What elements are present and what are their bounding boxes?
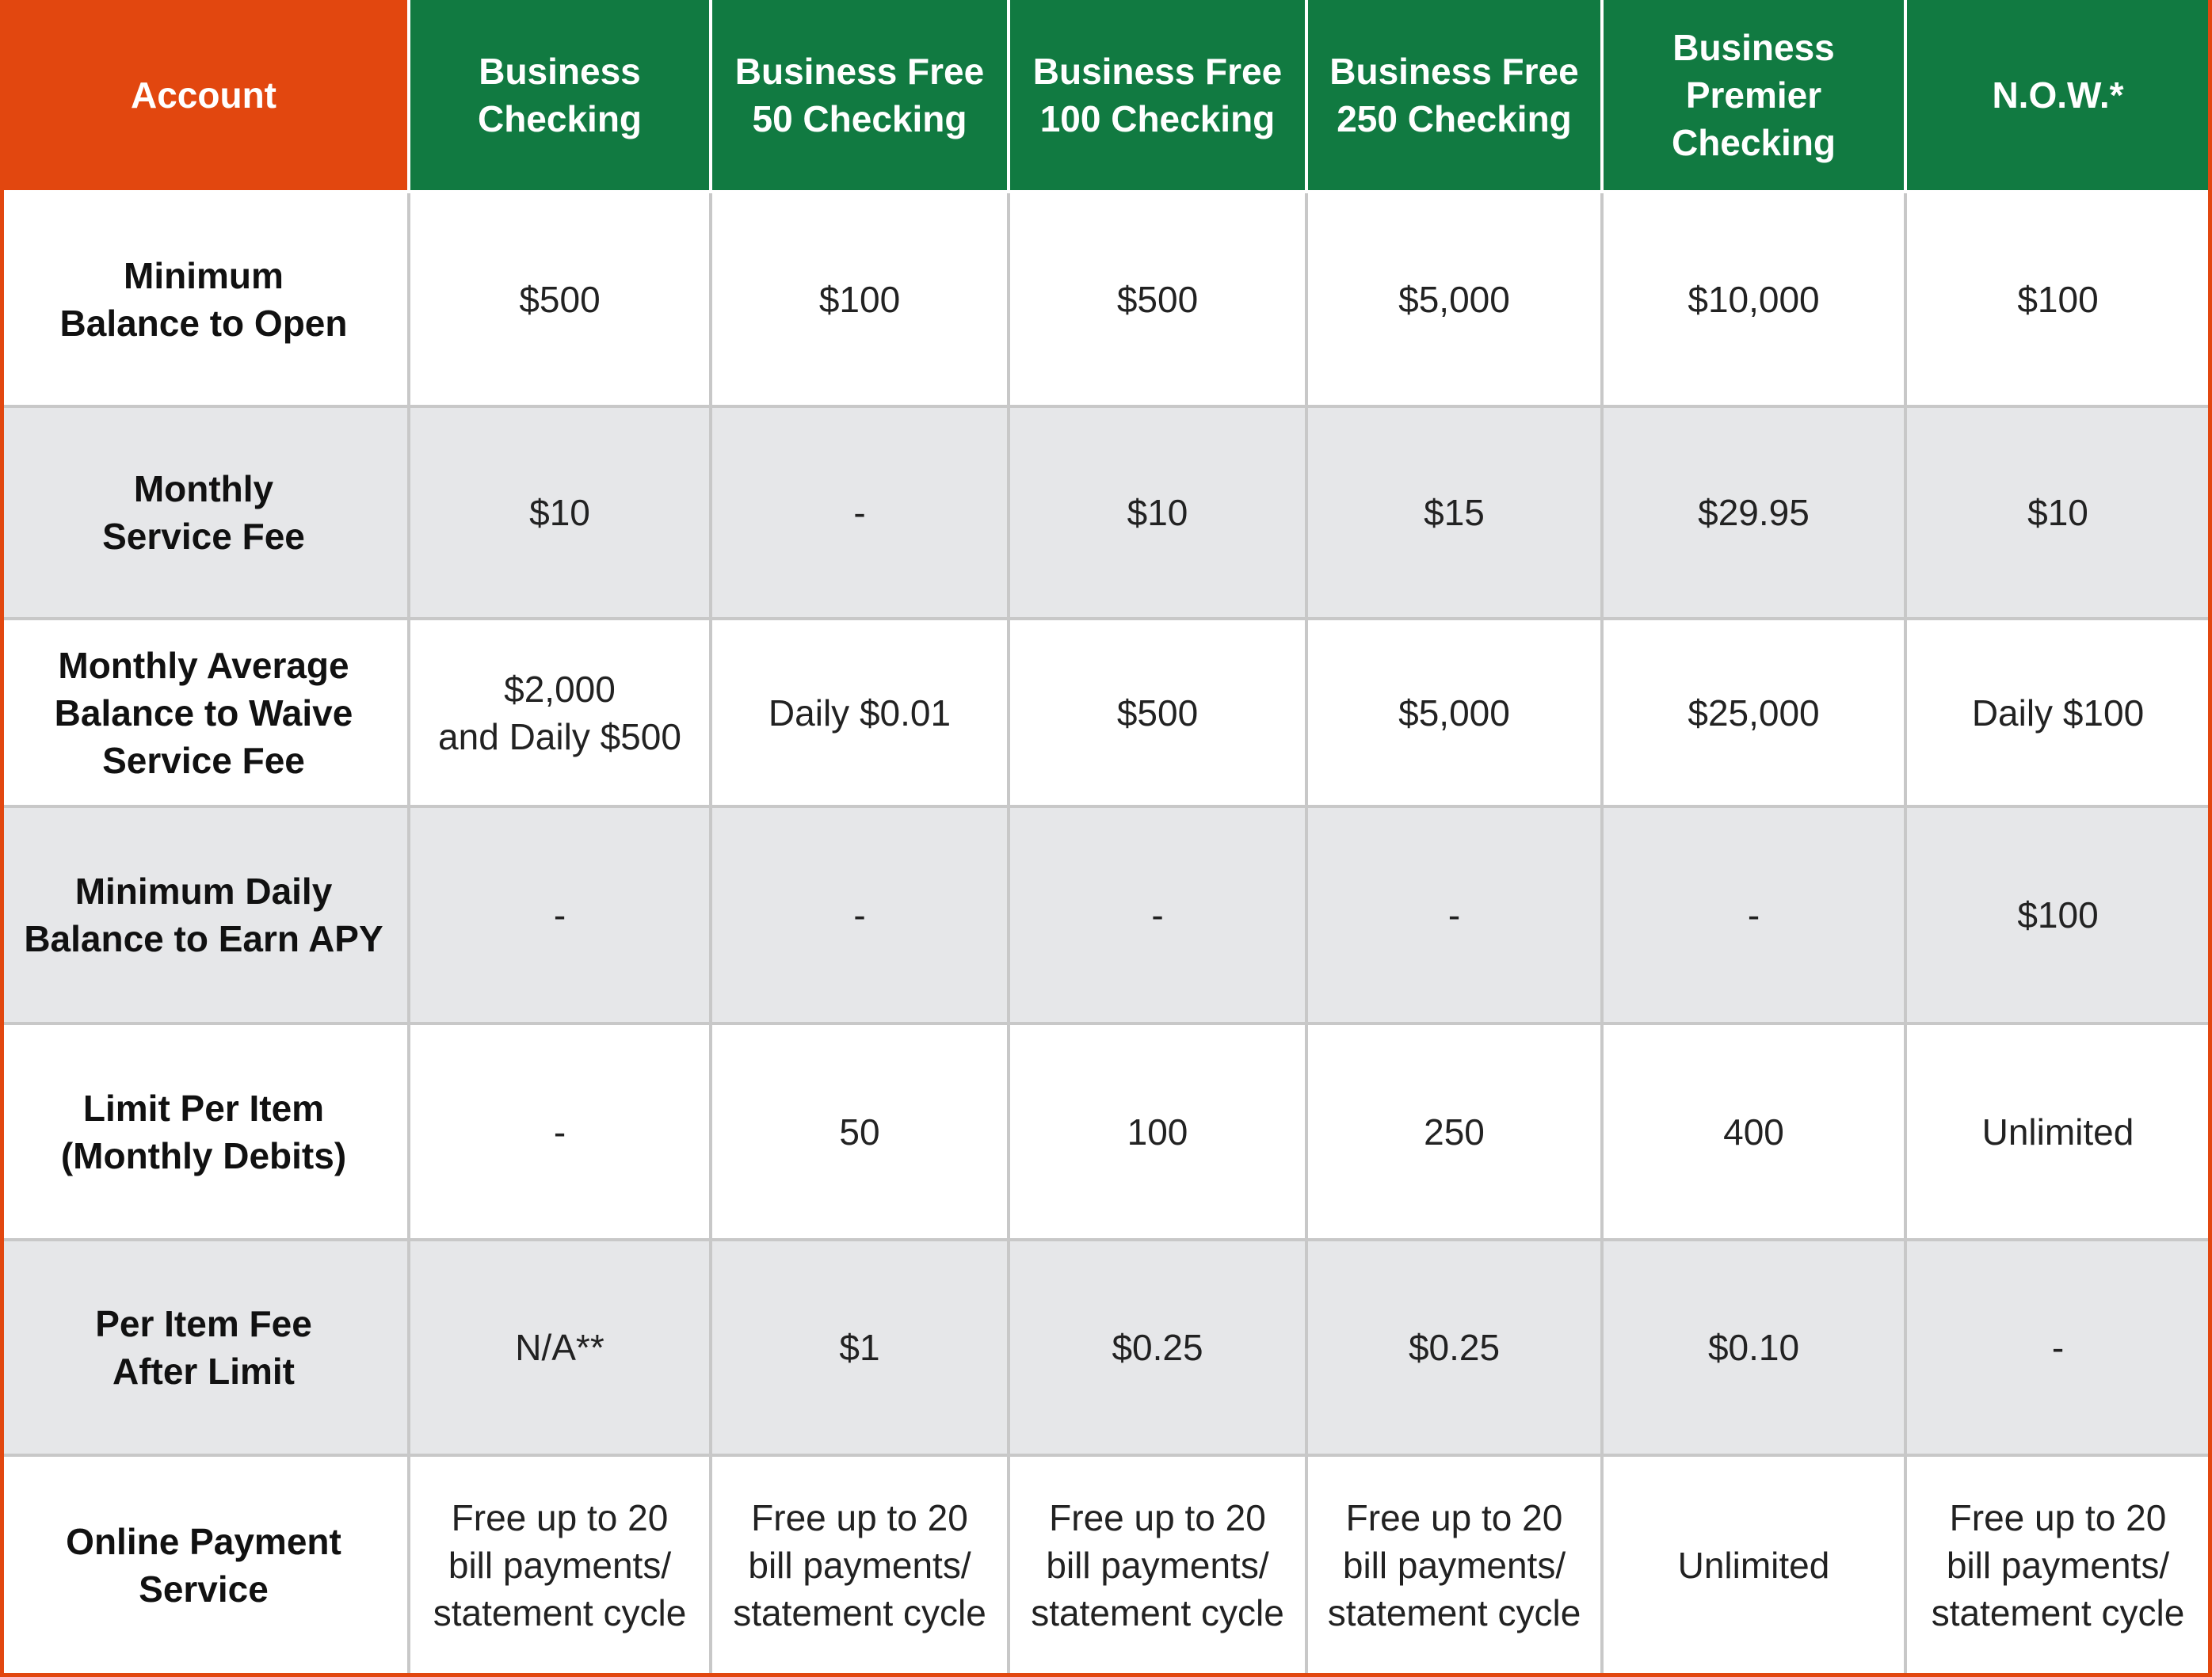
table-cell: $100 (1907, 808, 2212, 1025)
table-cell: $5,000 (1308, 620, 1604, 808)
table-cell: $10 (1010, 408, 1308, 620)
table-cell: $100 (1907, 193, 2212, 408)
table-cell: $5,000 (1308, 193, 1604, 408)
table-cell: - (1604, 808, 1907, 1025)
table-cell: Unlimited (1604, 1457, 1907, 1677)
table-cell: $100 (712, 193, 1010, 408)
table-cell: Daily $100 (1907, 620, 2212, 808)
table-cell: Free up to 20 bill payments/ statement c… (712, 1457, 1010, 1677)
table-cell: $0.10 (1604, 1241, 1907, 1457)
table-cell: $10,000 (1604, 193, 1907, 408)
row-label: Per Item Fee After Limit (0, 1241, 410, 1457)
table-cell: - (410, 808, 712, 1025)
header-cell: Account (0, 0, 410, 193)
table-cell: - (1308, 808, 1604, 1025)
row-label: Minimum Daily Balance to Earn APY (0, 808, 410, 1025)
row-label: Limit Per Item (Monthly Debits) (0, 1025, 410, 1241)
row-label: Monthly Service Fee (0, 408, 410, 620)
table-cell: Daily $0.01 (712, 620, 1010, 808)
table-cell: $15 (1308, 408, 1604, 620)
table-cell: $25,000 (1604, 620, 1907, 808)
row-label: Monthly Average Balance to Waive Service… (0, 620, 410, 808)
table-cell: Free up to 20 bill payments/ statement c… (1308, 1457, 1604, 1677)
header-cell: N.O.W.* (1907, 0, 2212, 193)
table-cell: $10 (410, 408, 712, 620)
table-cell: $2,000 and Daily $500 (410, 620, 712, 808)
table-cell: - (1907, 1241, 2212, 1457)
row-label: Minimum Balance to Open (0, 193, 410, 408)
header-cell: Business Free 250 Checking (1308, 0, 1604, 193)
table-cell: - (1010, 808, 1308, 1025)
table-cell: 100 (1010, 1025, 1308, 1241)
table-cell: - (712, 808, 1010, 1025)
table-cell: $500 (410, 193, 712, 408)
row-label: Online Payment Service (0, 1457, 410, 1677)
header-cell: Business Checking (410, 0, 712, 193)
table-cell: 250 (1308, 1025, 1604, 1241)
table-cell: $0.25 (1308, 1241, 1604, 1457)
table-cell: - (410, 1025, 712, 1241)
table-cell: $10 (1907, 408, 2212, 620)
table-cell: N/A** (410, 1241, 712, 1457)
table-cell: $0.25 (1010, 1241, 1308, 1457)
table-cell: Free up to 20 bill payments/ statement c… (1010, 1457, 1308, 1677)
table-cell: Free up to 20 bill payments/ statement c… (1907, 1457, 2212, 1677)
table-cell: $500 (1010, 620, 1308, 808)
header-cell: Business Free 100 Checking (1010, 0, 1308, 193)
table-cell: 400 (1604, 1025, 1907, 1241)
table-cell: Free up to 20 bill payments/ statement c… (410, 1457, 712, 1677)
header-cell: Business Premier Checking (1604, 0, 1907, 193)
header-cell: Business Free 50 Checking (712, 0, 1010, 193)
table-cell: Unlimited (1907, 1025, 2212, 1241)
table-cell: $500 (1010, 193, 1308, 408)
table-cell: $29.95 (1604, 408, 1907, 620)
table-cell: 50 (712, 1025, 1010, 1241)
table-cell: $1 (712, 1241, 1010, 1457)
table-cell: - (712, 408, 1010, 620)
